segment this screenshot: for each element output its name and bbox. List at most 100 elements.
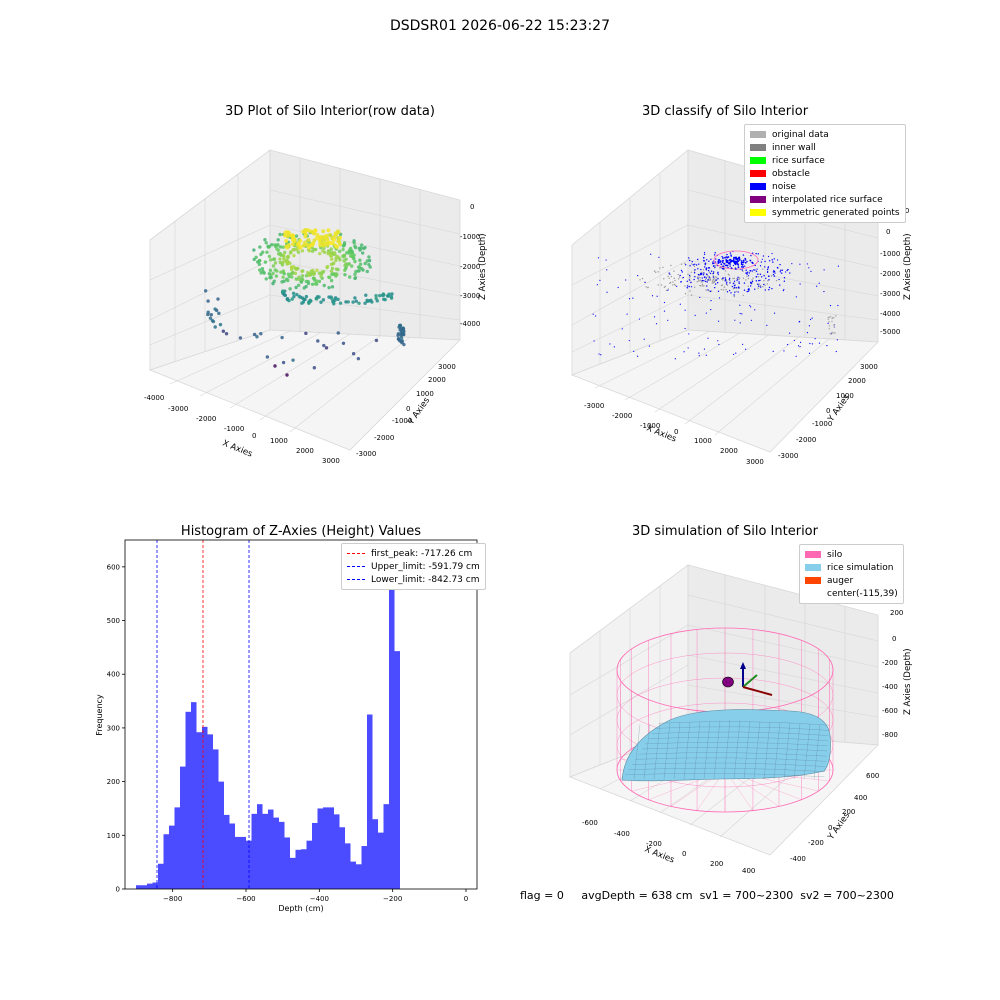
classified-point <box>613 346 615 348</box>
classified-point <box>705 354 707 356</box>
p4-ztick: 200 <box>890 609 903 617</box>
legend-entry: noise <box>750 180 900 193</box>
rice-mesh-line <box>641 747 828 752</box>
classified-point <box>773 258 775 260</box>
scatter-point <box>356 356 361 361</box>
p1-ztick: -1000 <box>460 233 480 241</box>
classified-point <box>705 269 708 271</box>
legend-swatch <box>750 209 766 216</box>
classified-point <box>732 258 735 261</box>
rice-mesh-line <box>713 720 721 780</box>
classified-point <box>732 277 734 280</box>
classified-point <box>639 279 641 281</box>
scatter-point <box>290 271 295 275</box>
histogram-bar <box>180 766 186 889</box>
legend-label: noise <box>772 181 796 192</box>
classified-point <box>762 286 764 288</box>
panel2-points <box>592 250 839 360</box>
classified-point <box>699 273 701 276</box>
classified-point <box>768 289 770 291</box>
classified-point <box>835 315 837 317</box>
scatter-point <box>255 335 259 339</box>
classified-point <box>657 271 659 273</box>
classified-point <box>720 263 723 266</box>
classified-point <box>772 271 775 273</box>
classified-point <box>703 348 706 350</box>
classified-point <box>712 261 714 263</box>
classified-point <box>707 337 709 339</box>
classified-point <box>724 280 726 282</box>
scatter-point <box>341 247 345 252</box>
rice-mesh-line <box>683 721 691 780</box>
classified-point <box>741 313 743 315</box>
scatter-point <box>317 279 322 284</box>
classified-point <box>738 278 740 280</box>
classified-point <box>730 267 733 270</box>
panel2-title: 3D classify of Silo Interior <box>641 104 809 119</box>
classified-point <box>746 260 748 263</box>
classified-point <box>757 253 760 255</box>
classified-point <box>606 269 608 271</box>
classified-point <box>788 332 791 334</box>
classified-point <box>726 253 728 256</box>
classified-point <box>717 278 719 280</box>
scatter-point <box>317 271 322 275</box>
scatter-point <box>330 266 335 271</box>
classified-point <box>726 291 729 293</box>
scatter-point <box>300 278 305 282</box>
legend-label: Upper_limit: -591.79 cm <box>371 561 480 572</box>
p2-ztick: -4000 <box>880 310 900 318</box>
classified-point <box>705 267 708 269</box>
scatter-point <box>290 233 295 238</box>
scatter-point <box>343 273 347 277</box>
scatter-point <box>374 293 378 298</box>
scatter-point <box>264 241 268 245</box>
scatter-point <box>356 265 361 269</box>
classified-point <box>693 278 695 281</box>
classified-point <box>789 272 791 274</box>
histogram-bar <box>312 822 318 889</box>
rice-mesh-line <box>723 719 731 780</box>
classified-point <box>751 280 754 283</box>
classified-point <box>763 279 765 282</box>
scatter-point <box>312 366 317 370</box>
classified-point <box>742 343 744 345</box>
classified-point <box>672 281 674 283</box>
scatter-point <box>315 268 319 273</box>
classified-point <box>689 290 691 292</box>
classified-point <box>703 251 706 254</box>
classified-point <box>709 279 712 281</box>
classified-point <box>756 268 758 270</box>
classified-point <box>686 280 688 283</box>
histogram-bar <box>240 836 246 889</box>
classified-point <box>700 272 702 275</box>
scatter-point <box>350 264 354 268</box>
scatter-point <box>298 238 303 243</box>
histogram-bar <box>394 651 400 889</box>
panel2-legend: original data inner wall rice surface obsta… <box>744 124 906 223</box>
classified-point <box>701 283 704 285</box>
classified-point <box>828 316 831 319</box>
classified-point <box>773 269 775 272</box>
scatter-point <box>275 269 279 273</box>
classified-point <box>742 294 744 297</box>
scatter-point <box>324 346 329 350</box>
classified-point <box>690 294 693 296</box>
classified-point <box>765 277 767 279</box>
scatter-point <box>263 238 267 242</box>
panel3-legend: first_peak: -717.26 cm Upper_limit: -591.… <box>341 543 486 590</box>
classified-point <box>651 295 654 297</box>
classified-point <box>727 273 729 276</box>
classified-point <box>693 286 696 288</box>
classified-point <box>717 262 719 265</box>
classified-point <box>768 279 770 281</box>
classified-point <box>808 352 811 354</box>
classified-point <box>726 256 729 259</box>
classified-point <box>742 259 745 262</box>
scatter-point <box>287 298 291 303</box>
p1-ytick: 2000 <box>428 376 446 384</box>
scatter-point <box>321 298 326 302</box>
classified-point <box>712 275 714 277</box>
classified-point <box>703 285 705 287</box>
classified-point <box>779 284 781 286</box>
